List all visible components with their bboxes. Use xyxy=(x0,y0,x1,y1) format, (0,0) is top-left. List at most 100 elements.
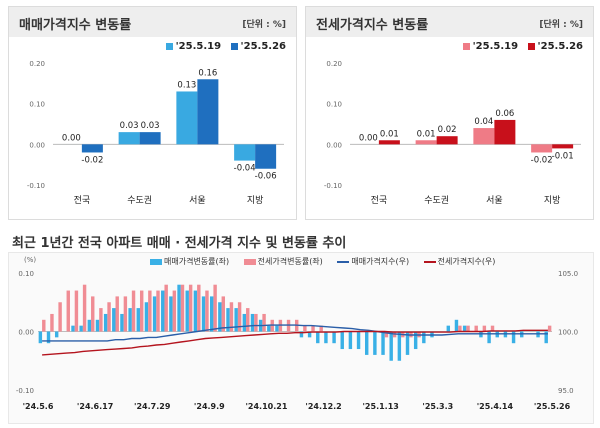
trend-sale-bar xyxy=(193,290,198,332)
sale-panel-unit: [단위 : %] xyxy=(242,20,286,30)
trend-sale-bar xyxy=(226,308,230,332)
trend-sale-bar xyxy=(128,308,132,332)
jeonse-value-label: 0.01 xyxy=(417,129,436,139)
trend-sale-bar xyxy=(242,313,247,332)
trend-x-tick: '24.6.17 xyxy=(77,402,113,411)
trend-legend-jeonse-bar: 전세가격변동률(좌) xyxy=(243,257,323,266)
trend-jeonse-bar xyxy=(262,313,266,332)
sale-value-label: 0.00 xyxy=(62,133,81,143)
sale-bar-chart: 0.20 0.10 0.00 -0.10 전국 0.00 -0.02 수도권 0.03 0.03 서… xyxy=(27,60,284,206)
trend-sale-bar xyxy=(95,319,100,332)
jeonse-value-label: 0.01 xyxy=(380,129,399,139)
trend-jeonse-bar xyxy=(91,296,95,332)
trend-right-ytick: 95.0 xyxy=(558,387,574,395)
sale-value-label: -0.04 xyxy=(234,164,256,174)
jeonse-value-label: 0.00 xyxy=(359,133,378,143)
trend-sale-bar xyxy=(112,308,116,332)
trend-sale-bar xyxy=(299,331,304,338)
trend-sale-bar xyxy=(177,284,181,332)
trend-right-ytick: 100.0 xyxy=(558,329,578,337)
trend-jeonse-bar xyxy=(50,313,54,332)
trend-jeonse-bar xyxy=(82,284,87,332)
trend-jeonse-bar xyxy=(42,319,46,332)
trend-x-tick: '24.5.6 xyxy=(23,402,54,411)
trend-sale-bar xyxy=(397,331,402,361)
sale-panel-title: 매매가격지수 변동률 xyxy=(19,18,132,33)
trend-sale-bar xyxy=(307,331,312,338)
trend-jeonse-bar xyxy=(319,325,323,332)
trend-sale-bar xyxy=(218,302,222,332)
sale-category-label: 전국 xyxy=(74,195,91,206)
jeonse-category-label: 지방 xyxy=(544,195,561,206)
trend-jeonse-bar xyxy=(490,325,495,332)
sale-bar xyxy=(234,144,256,161)
trend-jeonse-bar xyxy=(99,308,103,332)
sale-value-label: 0.13 xyxy=(177,80,196,90)
trend-jeonse-bar xyxy=(148,290,152,332)
trend-jeonse-bar xyxy=(237,302,242,332)
trend-sale-bar xyxy=(120,313,124,332)
trend-x-tick: '25.4.14 xyxy=(477,402,514,411)
jeonse-legend: '25.5.19 '25.5.26 xyxy=(457,41,583,52)
trend-jeonse-bar xyxy=(458,325,462,332)
jeonse-bar xyxy=(378,140,400,145)
trend-jeonse-bar xyxy=(221,296,225,332)
trend-sale-bar xyxy=(454,319,459,332)
jeonse-value-label: -0.01 xyxy=(552,151,574,161)
trend-jeonse-bar xyxy=(74,290,79,332)
trend-legend: 매매가격변동률(좌) 전세가격변동률(좌) 매매가격지수(우) 전세가격지수(우… xyxy=(150,256,507,267)
trend-x-tick: '24.10.21 xyxy=(245,402,287,411)
jeonse-category-label: 전국 xyxy=(371,195,388,206)
sale-change-panel: 매매가격지수 변동률 [단위 : %] '25.5.19 '25.5.26 0.… xyxy=(8,6,297,220)
jeonse-bar xyxy=(552,144,574,149)
trend-left-ytick: 0.00 xyxy=(18,329,34,337)
trend-right-ytick: 105.0 xyxy=(558,270,578,278)
trend-sale-bar xyxy=(54,331,59,338)
sale-legend: '25.5.19 '25.5.26 xyxy=(160,41,286,52)
trend-x-tick: '24.7.29 xyxy=(134,402,171,411)
trend-left-ytick: 0.10 xyxy=(18,270,34,278)
jeonse-bar xyxy=(415,140,437,145)
trend-jeonse-bar xyxy=(123,296,128,332)
trend-jeonse-bar xyxy=(197,284,201,332)
jeonse-bar xyxy=(531,144,553,153)
trend-sale-bar xyxy=(71,325,75,332)
trend-jeonse-bar xyxy=(384,331,389,338)
trend-sale-bar xyxy=(389,331,393,361)
sale-bar xyxy=(118,132,140,145)
trend-sale-bar xyxy=(209,296,214,332)
trend-jeonse-bar xyxy=(188,284,193,332)
sale-panel-header: 매매가격지수 변동률 [단위 : %] xyxy=(9,7,296,37)
sale-ytick: -0.10 xyxy=(27,182,45,190)
trend-legend-sale-bar: 매매가격변동률(좌) xyxy=(150,257,229,266)
jeonse-panel-header: 전세가격지수 변동률 [단위 : %] xyxy=(306,7,593,37)
jeonse-bar xyxy=(436,136,458,145)
trend-jeonse-bar xyxy=(115,296,119,332)
jeonse-panel-title: 전세가격지수 변동률 xyxy=(316,18,429,33)
trend-x-tick: '24.9.9 xyxy=(194,402,225,411)
trend-jeonse-bar xyxy=(213,284,217,332)
trend-sale-bar xyxy=(405,331,410,355)
trend-jeonse-bar xyxy=(482,325,487,332)
jeonse-bar xyxy=(473,128,495,145)
trend-sale-bar xyxy=(446,325,451,332)
trend-left-unit: (%) xyxy=(24,256,36,264)
trend-sale-bar xyxy=(267,325,271,332)
sale-bar xyxy=(176,91,198,145)
sale-value-label: 0.03 xyxy=(141,121,160,131)
trend-jeonse-bar xyxy=(311,325,315,332)
trend-sale-bar xyxy=(38,331,43,344)
trend-sale-bar xyxy=(79,325,83,332)
trend-sale-bar xyxy=(234,308,238,332)
trend-sale-bar xyxy=(332,331,336,344)
trend-panel xyxy=(8,252,594,424)
trend-legend-sale-line: 매매가격지수(우) xyxy=(337,257,409,266)
trend-sale-bar xyxy=(185,290,189,332)
trend-sale-bar xyxy=(487,331,491,344)
trend-sale-bar xyxy=(46,331,51,344)
jeonse-category-label: 서울 xyxy=(486,195,503,206)
trend-jeonse-bar xyxy=(246,308,250,332)
trend-jeonse-bar xyxy=(139,290,144,332)
trend-sale-bar xyxy=(201,296,206,332)
jeonse-bar xyxy=(494,119,516,145)
